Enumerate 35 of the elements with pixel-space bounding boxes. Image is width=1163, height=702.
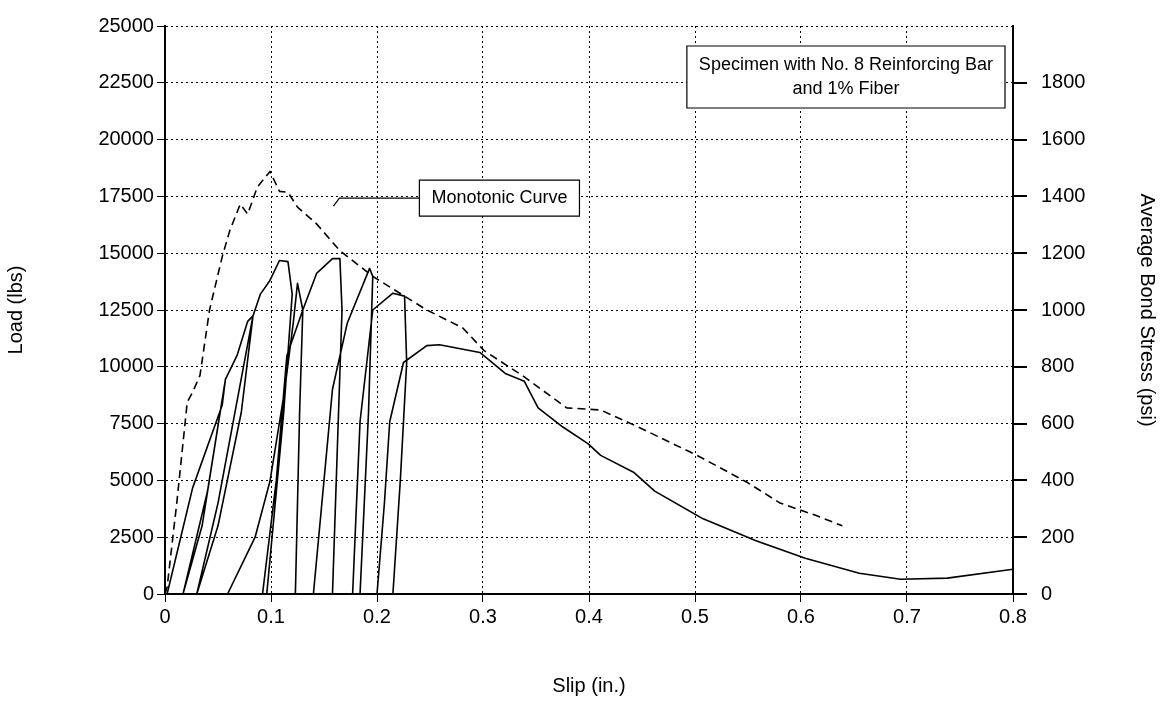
y-tick-label: 5000 [109, 467, 154, 490]
x-tick-label: 0.2 [363, 604, 391, 627]
y2-tick-label: 1600 [1041, 127, 1086, 150]
x-tick-label: 0.5 [681, 604, 709, 627]
y2-tick-label: 0 [1041, 581, 1053, 604]
x-axis-title: Slip (in.) [552, 673, 626, 696]
x-tick-label: 0.7 [893, 604, 921, 627]
x-tick-label: 0 [159, 604, 171, 627]
y-axis-title: Load (lbs) [3, 265, 26, 355]
y-tick-label: 2500 [109, 524, 154, 547]
y2-tick-label: 1400 [1041, 183, 1086, 206]
annotation: Specimen with No. 8 Reinforcing Bar and 1% Fiber [698, 53, 993, 98]
y-tick-label: 22500 [98, 70, 154, 93]
annotation: Monotonic Curve [431, 187, 568, 208]
y2-tick-label: 1200 [1041, 240, 1086, 263]
x-tick-label: 0.6 [787, 604, 815, 627]
y2-tick-label: 1000 [1041, 297, 1086, 320]
y2-tick-label: 400 [1041, 467, 1075, 490]
y2-tick-label: 200 [1041, 524, 1075, 547]
y-tick-label: 15000 [98, 240, 154, 263]
y2-tick-label: 600 [1041, 411, 1075, 434]
y-tick-label: 7500 [109, 411, 154, 434]
y-tick-label: 25000 [98, 13, 154, 36]
y2-tick-label: 800 [1041, 354, 1075, 377]
x-tick-label: 0.4 [575, 604, 603, 627]
y-tick-label: 12500 [98, 297, 154, 320]
y2-axis-title: Average Bond Stress (psi) [1137, 193, 1160, 427]
x-tick-label: 0.1 [257, 604, 285, 627]
y2-tick-label: 1800 [1041, 70, 1086, 93]
y-tick-label: 17500 [98, 183, 154, 206]
y-tick-label: 20000 [98, 127, 154, 150]
y-tick-label: 0 [142, 581, 154, 604]
x-tick-label: 0.3 [469, 604, 497, 627]
y-tick-label: 10000 [98, 354, 154, 377]
x-tick-label: 0.8 [999, 604, 1027, 627]
